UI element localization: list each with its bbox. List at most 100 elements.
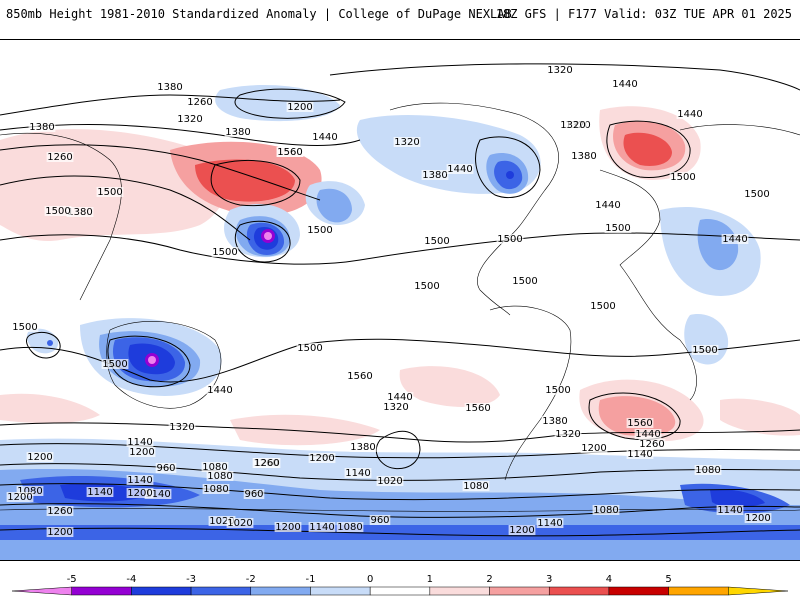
contour-label-background bbox=[155, 463, 177, 473]
contour-label: 1440 bbox=[387, 392, 412, 403]
contour-label: 1200 bbox=[7, 492, 32, 503]
contour-label-background bbox=[308, 453, 336, 463]
positive-anomaly-area bbox=[598, 396, 676, 437]
contour-label-background bbox=[211, 247, 239, 257]
negative-anomaly-area bbox=[316, 188, 352, 223]
colorbar-tick-label: 0 bbox=[367, 574, 373, 585]
contour-label: 1500 bbox=[692, 345, 717, 356]
colorbar-tick-label: 4 bbox=[606, 574, 612, 585]
contour-label-background bbox=[28, 122, 56, 132]
extreme-anomaly-core bbox=[47, 340, 53, 346]
contour-label-background bbox=[446, 164, 474, 174]
colorbar-swatch bbox=[728, 586, 789, 596]
contour-label: 1440 bbox=[207, 385, 232, 396]
contour-label: 1320 bbox=[547, 65, 572, 76]
height-contour bbox=[210, 159, 301, 207]
contour-label: 1500 bbox=[605, 223, 630, 234]
contour-label: 1380 bbox=[225, 127, 250, 138]
positive-anomaly-area bbox=[230, 414, 380, 446]
colorbar-tick-label: 5 bbox=[665, 574, 671, 585]
contour-label-background bbox=[464, 403, 492, 413]
contour-label: 1500 bbox=[590, 301, 615, 312]
contour-label: 1200 bbox=[275, 522, 300, 533]
extreme-anomaly-core bbox=[506, 171, 514, 179]
contour-label-background bbox=[604, 223, 632, 233]
contour-label-background bbox=[253, 458, 281, 468]
positive-anomaly-area bbox=[0, 393, 100, 424]
contour-label-background bbox=[421, 170, 449, 180]
contour-label: 1440 bbox=[722, 234, 747, 245]
colorbar-swatch bbox=[548, 586, 610, 596]
colorbar-swatch bbox=[668, 586, 729, 596]
colorbar: -5 -4 -3 -2 -1 0 1 2 3 4 5 bbox=[0, 570, 800, 600]
colorbar-swatch bbox=[11, 586, 72, 596]
contour-label: 1020 bbox=[209, 516, 234, 527]
contour-label-background bbox=[496, 234, 524, 244]
negative-anomaly-area bbox=[710, 489, 765, 508]
height-contour bbox=[107, 335, 191, 388]
contour-label-background bbox=[306, 225, 334, 235]
contour-label: 1260 bbox=[639, 439, 664, 450]
contour-label-background bbox=[592, 505, 620, 515]
colorbar-ticks: -5 -4 -3 -2 -1 0 1 2 3 4 5 bbox=[67, 574, 672, 585]
contour-label: 1440 bbox=[677, 109, 702, 120]
height-contour bbox=[0, 94, 341, 116]
height-contour bbox=[0, 338, 800, 383]
contour-label: 1500 bbox=[297, 343, 322, 354]
colorbar-tick-label: 3 bbox=[546, 574, 552, 585]
height-contour bbox=[329, 63, 800, 91]
height-contour bbox=[588, 392, 681, 440]
contour-label-background bbox=[386, 392, 414, 402]
contour-label: 1140 bbox=[145, 489, 170, 500]
contour-label: 1560 bbox=[277, 147, 302, 158]
contour-label-background bbox=[589, 301, 617, 311]
contour-label: 1200 bbox=[129, 447, 154, 458]
contour-label: 1500 bbox=[545, 385, 570, 396]
contour-label: 1260 bbox=[187, 97, 212, 108]
contour-label: 1380 bbox=[67, 207, 92, 218]
contour-label: 1320 bbox=[394, 137, 419, 148]
contour-label: 1200 bbox=[287, 102, 312, 113]
contour-label: 1500 bbox=[212, 247, 237, 258]
contour-label: 1320 bbox=[560, 120, 585, 131]
contour-label: 1500 bbox=[307, 225, 332, 236]
contour-label: 1380 bbox=[542, 416, 567, 427]
contour-label-background bbox=[423, 236, 451, 246]
contour-label-background bbox=[6, 492, 34, 502]
colorbar-swatch bbox=[429, 586, 490, 596]
contour-label: 1500 bbox=[45, 206, 70, 217]
contour-label-background bbox=[201, 462, 229, 472]
contour-label-background bbox=[44, 206, 72, 216]
contour-label: 1320 bbox=[383, 402, 408, 413]
contour-label: 1500 bbox=[512, 276, 537, 287]
contour-label-background bbox=[186, 97, 214, 107]
contour-label: 1080 bbox=[695, 465, 720, 476]
contour-label: 1140 bbox=[127, 437, 152, 448]
contour-label-background bbox=[721, 234, 749, 244]
coastline-north-america bbox=[389, 102, 559, 316]
colorbar-tick-label: 1 bbox=[427, 574, 433, 585]
contour-label-background bbox=[176, 114, 204, 124]
map-panel: 1320 1380 1260 1200 1260 1320 1380 1380 1440 1440… bbox=[0, 39, 800, 561]
contour-label: 1380 bbox=[571, 151, 596, 162]
contour-label-background bbox=[96, 187, 124, 197]
contour-label-background bbox=[46, 152, 74, 162]
contour-label: 1380 bbox=[422, 170, 447, 181]
colorbar-swatch bbox=[250, 586, 311, 596]
contour-label-background bbox=[26, 452, 54, 462]
colorbar-swatch bbox=[489, 586, 550, 596]
contour-label: 1020 bbox=[227, 518, 252, 529]
contour-label: 1260 bbox=[47, 152, 72, 163]
height-contour bbox=[234, 220, 291, 263]
contour-label: 1200 bbox=[127, 488, 152, 499]
colorbar-swatch bbox=[71, 586, 132, 596]
colorbar-svg: -5 -4 -3 -2 -1 0 1 2 3 4 5 bbox=[11, 574, 789, 596]
contour-label-background bbox=[691, 345, 719, 355]
height-contour bbox=[0, 527, 800, 537]
anomaly-shading bbox=[0, 85, 800, 560]
contour-label-background bbox=[462, 481, 490, 491]
contour-label-background bbox=[66, 207, 94, 217]
contour-label-background bbox=[286, 102, 314, 112]
contour-label: 1440 bbox=[312, 132, 337, 143]
contour-label: 1200 bbox=[745, 513, 770, 524]
